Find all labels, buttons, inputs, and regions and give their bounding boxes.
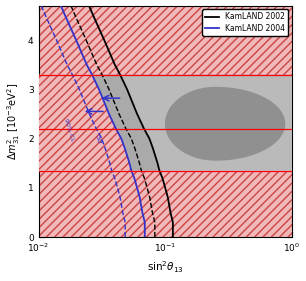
Text: 90% CL: 90% CL [63,118,74,142]
KamLAND 2002 [91,14,95,17]
KamLAND 2004 [135,186,139,189]
KamLAND 2002 [169,211,172,214]
Y-axis label: $\Delta m^2_{31}$ [10$^{-3}$eV$^2$]: $\Delta m^2_{31}$ [10$^{-3}$eV$^2$] [6,83,22,160]
KamLAND 2004 [85,63,88,66]
KamLAND 2004 [114,127,118,130]
KamLAND 2002 [166,196,170,199]
KamLAND 2004 [59,4,63,7]
KamLAND 2004 [63,14,67,17]
KamLAND 2002 [135,112,139,115]
KamLAND 2002 [171,235,175,239]
KamLAND 2004 [129,169,133,172]
KamLAND 2002 [142,127,146,130]
X-axis label: sin$^2\theta_{13}$: sin$^2\theta_{13}$ [147,260,184,275]
Text: 3$\sigma$: 3$\sigma$ [93,132,105,146]
KamLAND 2002 [151,147,155,150]
KamLAND 2002 [161,176,164,180]
KamLAND 2004 [107,112,111,115]
KamLAND 2004 [140,211,144,214]
KamLAND 2002 [171,221,175,224]
KamLAND 2004 [132,176,136,180]
KamLAND 2002 [158,169,161,172]
KamLAND 2002 [118,73,122,76]
Legend: KamLAND 2002, KamLAND 2004: KamLAND 2002, KamLAND 2004 [202,9,288,36]
KamLAND 2004 [123,147,127,150]
KamLAND 2002 [125,88,129,91]
KamLAND 2002 [147,137,151,140]
KamLAND 2004 [90,73,94,76]
Polygon shape [165,87,285,161]
KamLAND 2002 [103,38,106,42]
KamLAND 2004 [128,162,131,165]
Line: KamLAND 2002: KamLAND 2002 [89,6,173,237]
KamLAND 2002 [113,63,117,66]
Polygon shape [39,74,159,171]
Line: KamLAND 2004: KamLAND 2004 [61,6,145,237]
KamLAND 2004 [143,235,147,239]
KamLAND 2004 [119,137,123,140]
KamLAND 2002 [163,186,167,189]
KamLAND 2002 [87,4,91,7]
KamLAND 2004 [138,196,142,199]
KamLAND 2004 [74,38,78,42]
KamLAND 2002 [156,162,159,165]
KamLAND 2004 [97,88,101,91]
KamLAND 2004 [143,221,147,224]
